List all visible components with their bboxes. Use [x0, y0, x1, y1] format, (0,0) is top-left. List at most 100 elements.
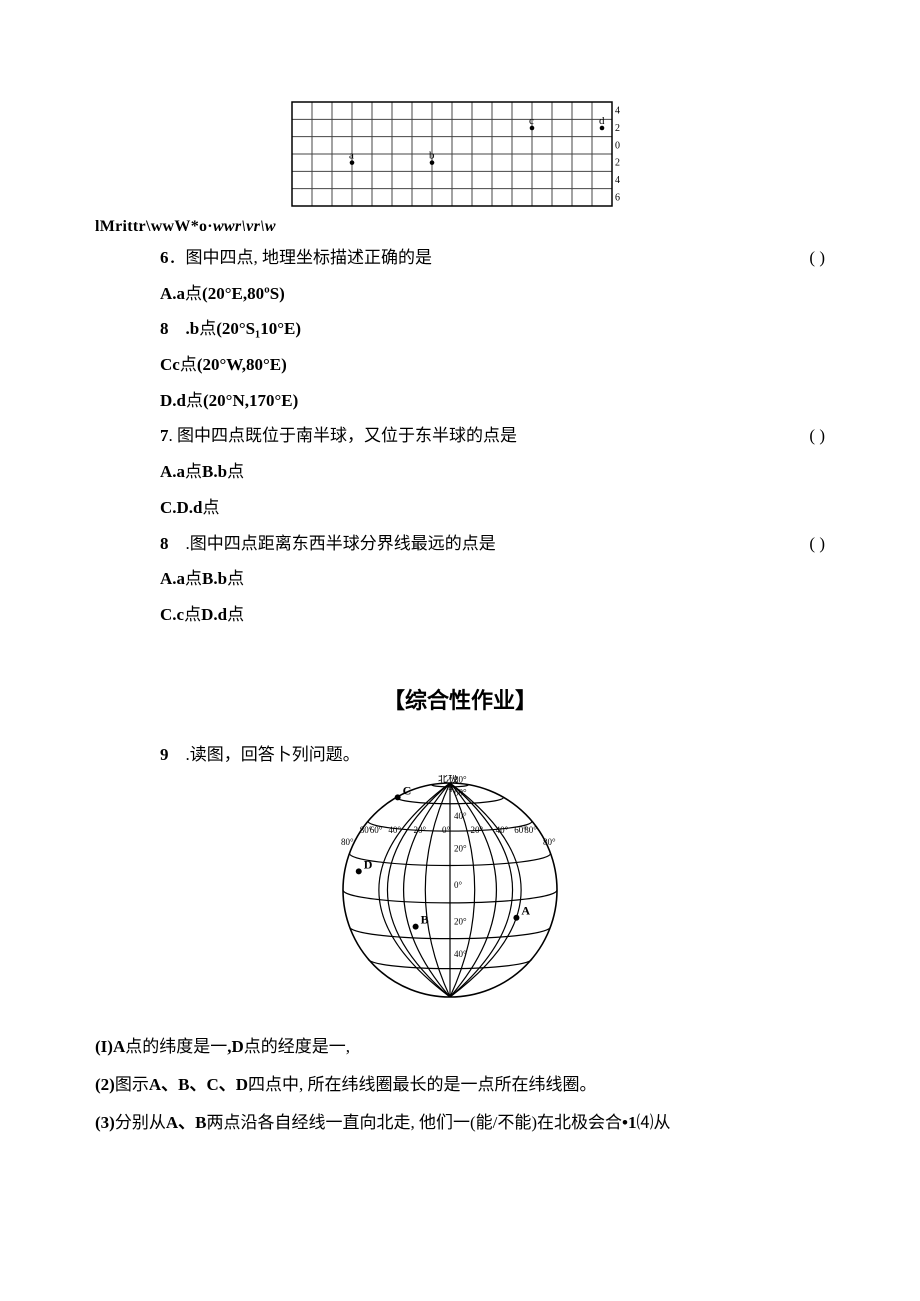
s3e: •1	[622, 1113, 636, 1132]
q7-l1-a: A.a	[160, 462, 185, 481]
q8-l2-t1: 点	[184, 605, 201, 624]
q8-paren: ( )	[809, 526, 825, 562]
s2d: 四点中, 所在纬线圈最长的是一点所在纬线圈。	[248, 1075, 597, 1094]
q6-option-c: Cc点(20°W,80°E)	[160, 347, 825, 383]
grid-chart: 420246abcd	[290, 100, 630, 208]
svg-text:40°: 40°	[496, 825, 509, 835]
q6-num: 6	[160, 248, 169, 267]
s1c: ,D	[227, 1037, 244, 1056]
svg-text:a: a	[349, 150, 354, 162]
q6-option-b: 8 .b点(20°S₁10°E)	[160, 311, 825, 347]
question-9: 9 .读图，回答卜列问题。	[160, 740, 825, 765]
q8-l2-c: C.c	[160, 605, 184, 624]
s3d: 两点沿各自经线一直向北走, 他们一(能/不能)在北极会合	[206, 1113, 622, 1132]
q6b-label: 8 .b	[160, 319, 199, 338]
s3f: ⑷从	[636, 1113, 670, 1132]
svg-text:20°: 20°	[454, 916, 467, 926]
svg-text:40°: 40°	[454, 948, 467, 958]
svg-text:20°: 20°	[471, 825, 484, 835]
q7-l1-t2: 点	[227, 462, 244, 481]
garble-2: \wwW*o·	[146, 218, 213, 235]
sub-question-3: (3)分别从A、B两点沿各自经线一直向北走, 他们一(能/不能)在北极会合•1⑷…	[95, 1106, 825, 1140]
svg-text:40°: 40°	[454, 811, 467, 821]
q8-l2-d: D.d	[201, 605, 227, 624]
s2c: A、B、C、D	[149, 1075, 248, 1094]
q6c-label: Cc	[160, 355, 180, 374]
s2b: 图示	[115, 1075, 149, 1094]
q8-l1-t1: 点	[185, 569, 202, 588]
svg-text:20°: 20°	[454, 843, 467, 853]
s3b: 分别从	[115, 1113, 166, 1132]
q6c-text: 点	[180, 355, 197, 374]
s1d: 点的经度是一,	[244, 1037, 350, 1056]
q6d-coord: (20°N,170°E)	[203, 391, 298, 410]
svg-text:A: A	[521, 903, 530, 917]
q8-l1-t2: 点	[227, 569, 244, 588]
q6-option-d: D.d点(20°N,170°E)	[160, 383, 825, 419]
svg-text:0: 0	[615, 140, 620, 151]
q8-num: 8	[160, 534, 169, 553]
section-title: 【综合性作业】	[95, 683, 825, 715]
q7-num: 7	[160, 426, 169, 445]
q7-l1-t1: 点	[185, 462, 202, 481]
svg-text:4: 4	[615, 175, 620, 186]
s2a: (2)	[95, 1075, 115, 1094]
q7-line1: A.a点B.b点	[160, 454, 825, 490]
q8-l1-a: A.a	[160, 569, 185, 588]
q8-line1: A.a点B.b点	[160, 561, 825, 597]
q8-line2: C.c点D.d点	[160, 597, 825, 633]
globe-diagram: 80°60°40°20°0°20°40°80°60°40°20°0°20°40°…	[335, 775, 565, 1005]
q7-paren: ( )	[809, 418, 825, 454]
grid-chart-container: 420246abcd	[290, 100, 630, 208]
q6-option-a: A.a点(20°E,80ºS)	[160, 276, 825, 312]
question-6: 6．图中四点, 地理坐标描述正确的是 ( ) A.a点(20°E,80ºS) 8…	[160, 240, 825, 633]
svg-text:80°: 80°	[543, 836, 556, 846]
svg-text:D: D	[364, 857, 373, 871]
s1b: 点的纬度是一	[125, 1037, 227, 1056]
svg-text:c: c	[529, 115, 534, 127]
globe-diagram-container: 80°60°40°20°0°20°40°80°60°40°20°0°20°40°…	[335, 775, 585, 1010]
q7-stem-text: . 图中四点既位于南半球，又位于东半球的点是	[169, 426, 518, 445]
q7-stem: 7. 图中四点既位于南半球，又位于东半球的点是 ( )	[160, 418, 825, 454]
q6-stem-text: ．图中四点, 地理坐标描述正确的是	[169, 248, 433, 267]
svg-text:0°: 0°	[454, 880, 463, 890]
s1a: (I)A	[95, 1037, 125, 1056]
svg-text:+: +	[448, 784, 454, 796]
q6b-text: 点	[199, 319, 216, 338]
q7-l2-t: 点	[203, 498, 220, 517]
garbled-text-line: lMrittr\wwW*o·wwr\vr\w	[95, 218, 825, 236]
s3c: A、B	[166, 1113, 207, 1132]
svg-text:B: B	[421, 912, 429, 926]
q7-l1-b: B.b	[202, 462, 227, 481]
q6-paren: ( )	[809, 240, 825, 276]
svg-text:20°: 20°	[413, 825, 426, 835]
q9-stem-text: .读图，回答卜列问题。	[169, 745, 360, 764]
q6-stem: 6．图中四点, 地理坐标描述正确的是 ( )	[160, 240, 825, 276]
q7-l2-c: C.D.d	[160, 498, 203, 517]
q6a-coord: (20°E,80ºS)	[202, 284, 285, 303]
svg-text:40°: 40°	[388, 825, 401, 835]
q8-stem: 8 .图中四点距离东西半球分界线最远的点是 ( )	[160, 526, 825, 562]
svg-text:4: 4	[615, 106, 620, 117]
q6d-text: 点	[186, 391, 203, 410]
q6b-coord: (20°S₁10°E)	[216, 319, 301, 338]
q6a-label: A.a	[160, 284, 185, 303]
q6a-text: 点	[185, 284, 202, 303]
svg-text:2: 2	[615, 158, 620, 169]
svg-text:60°: 60°	[370, 825, 383, 835]
sub-question-2: (2)图示A、B、C、D四点中, 所在纬线圈最长的是一点所在纬线圈。	[95, 1068, 825, 1102]
garble-3: wwr\vr\w	[213, 218, 276, 235]
svg-text:0°: 0°	[442, 825, 451, 835]
q9-num: 9	[160, 745, 169, 764]
svg-text:6: 6	[615, 192, 620, 203]
q8-stem-text: .图中四点距离东西半球分界线最远的点是	[169, 534, 496, 553]
q6c-coord: (20°W,80°E)	[197, 355, 287, 374]
svg-text:2: 2	[615, 123, 620, 134]
svg-text:C: C	[403, 783, 412, 797]
garble-1: lMrittr	[95, 218, 146, 235]
svg-text:80°: 80°	[341, 836, 354, 846]
s3a: (3)	[95, 1113, 115, 1132]
q8-l2-t2: 点	[227, 605, 244, 624]
q8-l1-b: B.b	[202, 569, 227, 588]
svg-text:60°: 60°	[454, 787, 467, 797]
